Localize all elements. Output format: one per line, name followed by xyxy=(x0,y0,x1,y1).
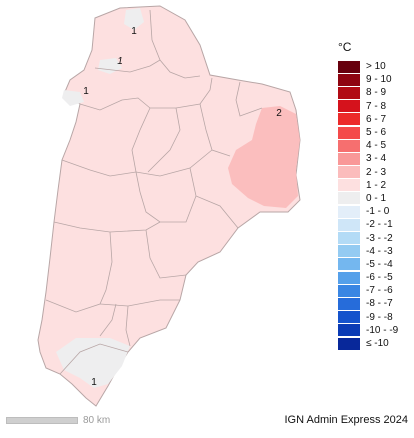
legend-label: 3 - 4 xyxy=(366,153,387,165)
legend-swatch xyxy=(338,139,360,152)
legend-label: 4 - 5 xyxy=(366,140,387,152)
contour-label: 1 xyxy=(117,56,123,67)
legend-label: 8 - 9 xyxy=(366,87,387,99)
legend-label: 9 - 10 xyxy=(366,74,392,86)
legend-swatch xyxy=(338,297,360,310)
legend-swatch xyxy=(338,86,360,99)
legend-item: 2 - 3 xyxy=(330,166,414,179)
legend-label: ≤ -10 xyxy=(366,338,389,350)
legend-label: 5 - 6 xyxy=(366,127,387,139)
scale-bar-label: 80 km xyxy=(83,415,111,426)
legend-swatch xyxy=(338,245,360,258)
legend-swatch xyxy=(338,258,360,271)
legend-swatch xyxy=(338,324,360,337)
legend-label: 0 - 1 xyxy=(366,192,387,204)
legend-swatch xyxy=(338,232,360,245)
scale-bar: 80 km xyxy=(6,415,110,426)
legend-item: -1 - 0 xyxy=(330,205,414,218)
warm-anomaly-zone xyxy=(228,106,300,208)
legend-swatch xyxy=(338,100,360,113)
legend-item: -7 - -6 xyxy=(330,284,414,297)
legend-item: -3 - -2 xyxy=(330,231,414,245)
legend-swatch xyxy=(338,152,360,165)
legend-label: -8 - -7 xyxy=(366,298,393,310)
legend-label: -10 - -9 xyxy=(366,324,399,336)
legend-item: 8 - 9 xyxy=(330,86,414,99)
cool-zone-south xyxy=(56,338,130,388)
legend-label: -3 - -2 xyxy=(366,232,393,244)
legend-item: ≤ -10 xyxy=(330,337,414,350)
legend-label: -9 - -8 xyxy=(366,311,393,323)
legend-item: 1 - 2 xyxy=(330,179,414,192)
legend-swatch xyxy=(338,337,360,350)
legend-item: -2 - -1 xyxy=(330,218,414,231)
legend-swatch xyxy=(338,179,360,192)
scale-bar-track xyxy=(6,417,78,424)
legend-swatch xyxy=(338,271,360,284)
legend-swatch xyxy=(338,311,360,324)
legend-item: -6 - -5 xyxy=(330,271,414,284)
legend-swatch xyxy=(338,113,360,126)
legend-label: -2 - -1 xyxy=(366,219,393,231)
legend-item: -10 - -9 xyxy=(330,324,414,337)
legend-label: -4 - -3 xyxy=(366,245,393,257)
legend-item: 6 - 7 xyxy=(330,113,414,126)
cool-zone-west xyxy=(62,90,84,106)
legend-item: 7 - 8 xyxy=(330,100,414,113)
legend-label: -1 - 0 xyxy=(366,206,390,218)
legend-swatch xyxy=(338,73,360,86)
legend-unit: °C xyxy=(338,40,352,54)
legend-item: 9 - 10 xyxy=(330,73,414,86)
map-credit: IGN Admin Express 2024 xyxy=(284,414,408,426)
department-borders xyxy=(45,9,263,375)
legend-item: 3 - 4 xyxy=(330,152,414,165)
legend-item: -5 - -4 xyxy=(330,258,414,271)
legend-label: -5 - -4 xyxy=(366,258,393,270)
map-area[interactable]: 1 1 1 2 1 xyxy=(0,0,330,433)
contour-label: 2 xyxy=(276,108,282,119)
temperature-anomaly-map: 1 1 1 2 1 xyxy=(37,5,301,407)
legend-label: 2 - 3 xyxy=(366,166,387,178)
legend-label: 1 - 2 xyxy=(366,179,387,191)
legend-label: > 10 xyxy=(366,61,386,73)
legend-label: -6 - -5 xyxy=(366,272,393,284)
cool-zone-north xyxy=(124,8,144,30)
contour-label: 1 xyxy=(83,86,89,97)
contour-label: 1 xyxy=(131,26,137,37)
legend-item: -9 - -8 xyxy=(330,311,414,324)
legend-item: 5 - 6 xyxy=(330,126,414,139)
legend-swatch xyxy=(338,205,360,218)
legend-label: 6 - 7 xyxy=(366,113,387,125)
legend-item: 0 - 1 xyxy=(330,192,414,205)
legend-swatch xyxy=(338,192,360,205)
legend-swatch xyxy=(338,284,360,297)
legend-swatch xyxy=(338,60,360,73)
legend-item: 4 - 5 xyxy=(330,139,414,152)
legend-item: -8 - -7 xyxy=(330,297,414,310)
legend-label: -7 - -6 xyxy=(366,285,393,297)
legend-swatch xyxy=(338,218,360,231)
legend-label: 7 - 8 xyxy=(366,100,387,112)
legend-item: > 10 xyxy=(330,60,414,73)
legend-swatch xyxy=(338,126,360,139)
legend-item: -4 - -3 xyxy=(330,245,414,258)
contour-label: 1 xyxy=(91,377,97,388)
legend-swatch xyxy=(338,166,360,179)
